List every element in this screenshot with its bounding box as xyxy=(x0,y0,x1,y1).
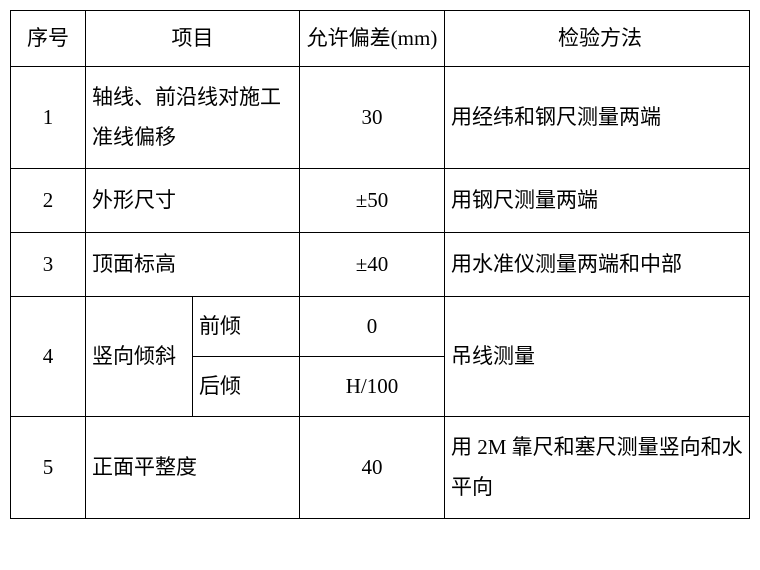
cell-seq: 3 xyxy=(11,233,86,297)
table-row: 1 轴线、前沿线对施工准线偏移 30 用经纬和钢尺测量两端 xyxy=(11,67,750,169)
cell-item-main: 竖向倾斜 xyxy=(86,297,193,417)
header-seq: 序号 xyxy=(11,11,86,67)
cell-deviation: H/100 xyxy=(300,357,445,417)
cell-method: 用水准仪测量两端和中部 xyxy=(445,233,750,297)
cell-deviation: ±40 xyxy=(300,233,445,297)
table-row: 4 竖向倾斜 前倾 0 吊线测量 xyxy=(11,297,750,357)
cell-item: 顶面标高 xyxy=(86,233,300,297)
header-deviation: 允许偏差(mm) xyxy=(300,11,445,67)
cell-method: 用钢尺测量两端 xyxy=(445,169,750,233)
cell-seq: 5 xyxy=(11,417,86,519)
cell-item: 正面平整度 xyxy=(86,417,300,519)
header-method: 检验方法 xyxy=(445,11,750,67)
table-row: 3 顶面标高 ±40 用水准仪测量两端和中部 xyxy=(11,233,750,297)
cell-item: 外形尺寸 xyxy=(86,169,300,233)
cell-deviation: 30 xyxy=(300,67,445,169)
cell-method: 用经纬和钢尺测量两端 xyxy=(445,67,750,169)
cell-seq: 1 xyxy=(11,67,86,169)
cell-item-sub: 后倾 xyxy=(193,357,300,417)
tolerance-table: 序号 项目 允许偏差(mm) 检验方法 1 轴线、前沿线对施工准线偏移 30 用… xyxy=(10,10,750,519)
cell-item: 轴线、前沿线对施工准线偏移 xyxy=(86,67,300,169)
cell-method: 用 2M 靠尺和塞尺测量竖向和水平向 xyxy=(445,417,750,519)
table-row: 2 外形尺寸 ±50 用钢尺测量两端 xyxy=(11,169,750,233)
cell-seq: 2 xyxy=(11,169,86,233)
cell-deviation: 40 xyxy=(300,417,445,519)
cell-method: 吊线测量 xyxy=(445,297,750,417)
header-row: 序号 项目 允许偏差(mm) 检验方法 xyxy=(11,11,750,67)
table-row: 5 正面平整度 40 用 2M 靠尺和塞尺测量竖向和水平向 xyxy=(11,417,750,519)
cell-deviation: ±50 xyxy=(300,169,445,233)
cell-item-sub: 前倾 xyxy=(193,297,300,357)
header-item: 项目 xyxy=(86,11,300,67)
cell-deviation: 0 xyxy=(300,297,445,357)
cell-seq: 4 xyxy=(11,297,86,417)
